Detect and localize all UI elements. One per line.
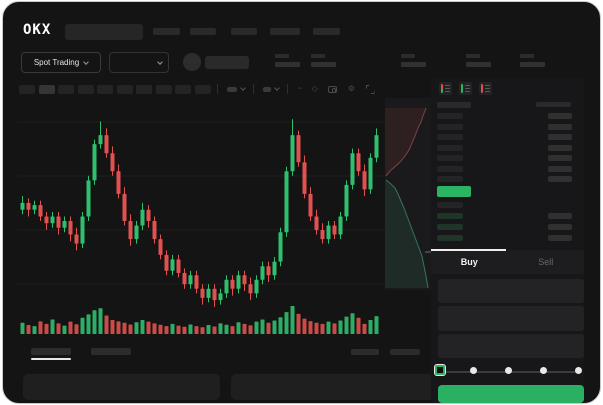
panel-action-placeholder[interactable] — [390, 349, 420, 355]
toolbar-divider — [217, 84, 218, 94]
last-price-badge[interactable] — [437, 186, 471, 197]
bottom-panel — [231, 374, 433, 400]
bid-row[interactable] — [437, 202, 463, 208]
candle-style-dropdown[interactable] — [262, 85, 280, 92]
nav-item-placeholder[interactable] — [270, 28, 300, 35]
ob-header-placeholder — [536, 102, 571, 107]
market-type-selector[interactable]: Spot Trading — [21, 52, 101, 73]
order-book-panel: Buy Sell — [431, 78, 584, 403]
slider-handle[interactable] — [434, 364, 446, 376]
timeframe-button-active[interactable] — [38, 84, 55, 94]
timeframe-button[interactable] — [175, 84, 191, 94]
active-tab-underline — [31, 358, 71, 360]
chevron-down-icon — [83, 58, 90, 65]
slider-stop[interactable] — [505, 367, 512, 374]
timeframe-button[interactable] — [136, 84, 152, 94]
book-asks-icon[interactable] — [479, 82, 492, 95]
ask-row-size[interactable] — [548, 134, 572, 140]
search-input[interactable] — [65, 24, 143, 40]
timeframe-button[interactable] — [19, 84, 35, 94]
book-bids-icon[interactable] — [459, 82, 472, 95]
price-input[interactable] — [438, 279, 584, 303]
trade-tabs: Buy Sell — [431, 249, 584, 274]
book-combined-icon[interactable] — [439, 82, 452, 95]
ask-row[interactable] — [437, 165, 463, 172]
pair-name-placeholder — [205, 56, 249, 69]
list-lines-icon — [465, 84, 470, 93]
bid-row-size[interactable] — [548, 213, 572, 219]
ask-row-size[interactable] — [548, 113, 572, 119]
camera-icon[interactable] — [328, 85, 338, 93]
timeframe-button[interactable] — [77, 84, 94, 94]
bid-row[interactable] — [437, 235, 463, 241]
slider-stop[interactable] — [540, 367, 547, 374]
pair-selector-dropdown[interactable] — [109, 52, 169, 73]
bid-row-size[interactable] — [548, 224, 572, 230]
toolbar-divider — [253, 84, 254, 94]
ob-header-placeholder — [437, 102, 471, 108]
bid-row-size[interactable] — [548, 235, 572, 241]
bid-row[interactable] — [437, 224, 463, 230]
nav-item-placeholder[interactable] — [190, 28, 216, 35]
red-bar-icon — [481, 84, 483, 93]
list-lines-icon — [485, 84, 490, 93]
tab-sell[interactable]: Sell — [538, 257, 554, 267]
ask-row[interactable] — [437, 144, 463, 151]
bid-row[interactable] — [437, 213, 463, 219]
total-input[interactable] — [438, 334, 584, 358]
bottom-panel — [23, 374, 220, 400]
nav-item-placeholder[interactable] — [231, 28, 257, 35]
timeframe-button[interactable] — [155, 84, 172, 94]
amount-input[interactable] — [438, 306, 584, 331]
chart-toolbar: ~ ◇ ⚙ — [19, 83, 378, 95]
nav-item-placeholder[interactable] — [313, 28, 340, 35]
ask-row[interactable] — [437, 123, 463, 130]
nav-item-placeholder[interactable] — [153, 28, 180, 35]
slider-stop[interactable] — [575, 367, 582, 374]
bottom-tab-active[interactable] — [31, 348, 71, 355]
candlestick-chart[interactable] — [17, 98, 433, 342]
green-bar-icon — [461, 84, 463, 93]
ask-row[interactable] — [437, 134, 463, 140]
timeframe-button[interactable] — [116, 84, 133, 94]
market-type-label: Spot Trading — [33, 58, 80, 67]
coin-icon — [183, 53, 201, 71]
settings-icon[interactable]: ⚙ — [347, 84, 355, 93]
ask-row-size[interactable] — [548, 144, 572, 151]
split-bar-icon — [441, 84, 443, 93]
ask-row-size[interactable] — [548, 176, 572, 182]
okx-logo: OKX — [23, 22, 52, 38]
ask-row[interactable] — [437, 113, 463, 119]
brush-icon[interactable]: ◇ — [311, 84, 318, 93]
tab-buy[interactable]: Buy — [460, 257, 478, 267]
ask-row-size[interactable] — [548, 165, 572, 172]
interval-dropdown[interactable] — [226, 85, 246, 92]
timeframe-button[interactable] — [97, 84, 113, 94]
wave-icon[interactable]: ~ — [297, 84, 303, 93]
ask-row[interactable] — [437, 155, 463, 161]
buy-button[interactable] — [438, 385, 584, 403]
ask-row[interactable] — [437, 176, 463, 182]
timeframe-button[interactable] — [194, 84, 211, 94]
chevron-down-icon — [157, 58, 163, 65]
panel-action-placeholder[interactable] — [351, 349, 379, 355]
timeframe-button[interactable] — [58, 84, 74, 94]
buy-tab-underline — [431, 249, 506, 251]
slider-stop[interactable] — [470, 367, 477, 374]
ask-row-size[interactable] — [548, 123, 572, 130]
bottom-tab[interactable] — [91, 348, 131, 355]
list-lines-icon — [445, 84, 450, 93]
toolbar-divider — [287, 84, 288, 94]
ask-row-size[interactable] — [548, 155, 572, 161]
fullscreen-icon[interactable] — [366, 85, 374, 93]
